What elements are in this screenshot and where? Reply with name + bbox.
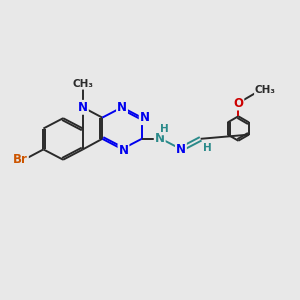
Text: CH₃: CH₃	[255, 85, 276, 95]
Text: H: H	[160, 124, 169, 134]
Text: N: N	[78, 101, 88, 114]
Text: N: N	[117, 101, 127, 114]
Text: N: N	[155, 132, 165, 145]
Text: N: N	[176, 142, 186, 156]
Text: N: N	[118, 144, 128, 157]
Text: H: H	[203, 142, 212, 153]
Text: CH₃: CH₃	[72, 79, 93, 89]
Text: N: N	[140, 111, 150, 124]
Text: Br: Br	[13, 153, 28, 166]
Text: O: O	[233, 97, 243, 110]
